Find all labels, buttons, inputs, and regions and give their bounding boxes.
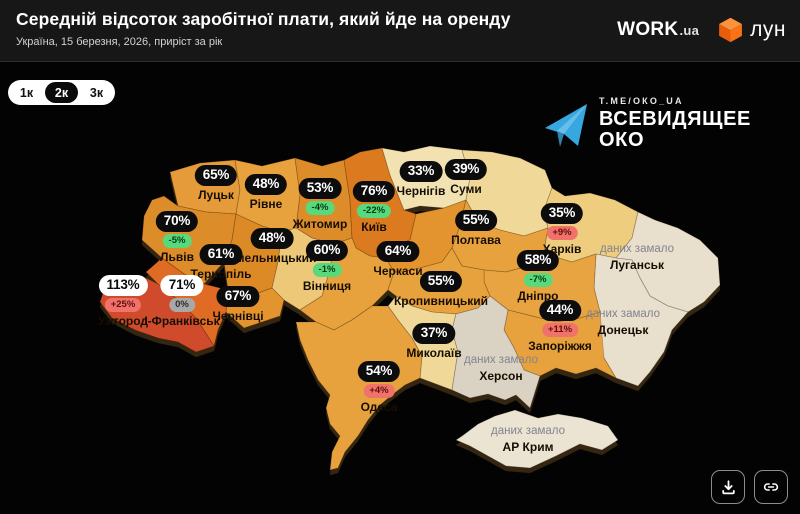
header-text-block: Середній відсоток заробітної плати, який… — [0, 0, 511, 48]
copy-link-icon — [763, 483, 779, 491]
region-shape-lutsk — [169, 159, 241, 215]
region-shape-chernivtsi — [225, 287, 285, 329]
work-logo-main: WORK — [617, 18, 679, 40]
rooms-segmented-control: 1к 2к 3к — [8, 80, 115, 105]
watermark-handle: Т.МЕ/ОКО_UA — [599, 96, 684, 106]
page-subtitle: Україна, 15 березня, 2026, приріст за рі… — [16, 36, 223, 48]
watermark-text: Т.МЕ/ОКО_UA ВСЕВИДЯЩЕЕ ОКО — [599, 96, 751, 151]
rooms-option-1k[interactable]: 1к — [10, 82, 43, 103]
download-button[interactable] — [711, 470, 745, 504]
work-ua-logo: WORK.ua — [617, 19, 699, 41]
watermark-title-line2: ОКО — [599, 129, 645, 151]
header: Середній відсоток заробітної плати, який… — [0, 0, 800, 62]
download-icon — [721, 479, 735, 494]
region-shape-kherson — [451, 295, 541, 409]
work-logo-suffix: .ua — [679, 22, 700, 38]
lun-cube-icon — [719, 17, 743, 43]
page-title: Середній відсоток заробітної плати, який… — [16, 9, 511, 29]
rooms-option-2k[interactable]: 2к — [45, 82, 78, 103]
header-brands: WORK.ua лун — [617, 0, 800, 43]
rooms-option-3k[interactable]: 3к — [80, 82, 113, 103]
watermark: Т.МЕ/ОКО_UA ВСЕВИДЯЩЕЕ ОКО — [544, 96, 751, 152]
region-shape-crimea — [455, 409, 619, 469]
lun-logo: лун — [717, 16, 786, 43]
region-shape-zhytomyr — [294, 157, 353, 245]
copy-link-button[interactable] — [754, 470, 788, 504]
watermark-title-line1: ВСЕВИДЯЩЕЕ — [599, 108, 751, 130]
map-action-buttons — [711, 470, 788, 504]
telegram-plane-icon — [545, 104, 587, 147]
region-shape-odesa — [295, 305, 423, 471]
lun-logo-text: лун — [750, 17, 786, 41]
